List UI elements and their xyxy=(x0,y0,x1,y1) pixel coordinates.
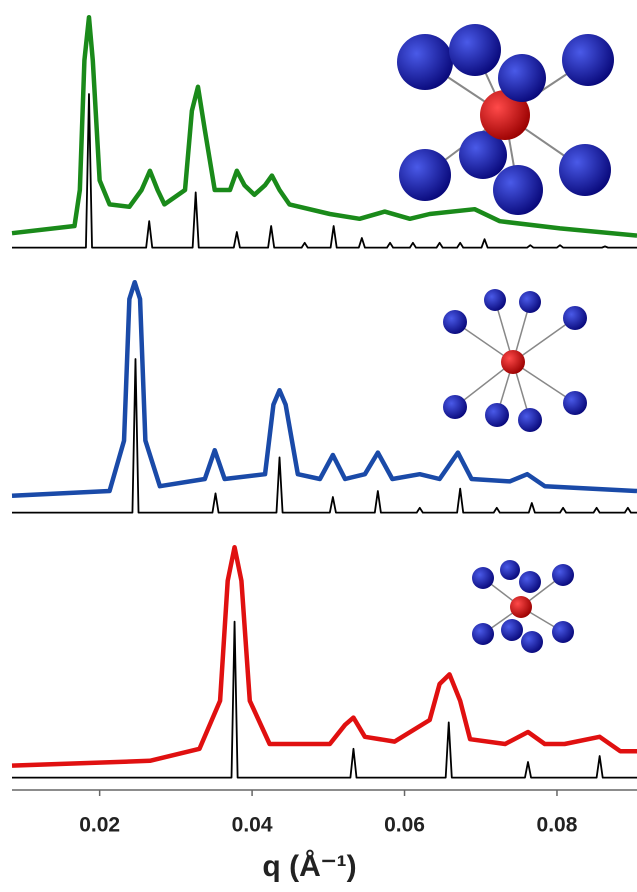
inset-small xyxy=(472,560,574,653)
model-curve xyxy=(12,620,637,779)
inset-medium xyxy=(443,289,587,432)
model-curve xyxy=(12,93,637,249)
measured-curve xyxy=(11,279,637,499)
inset-large xyxy=(397,24,614,215)
x-tick-label: 0.02 xyxy=(79,814,120,837)
x-tick-label: 0.06 xyxy=(384,814,425,837)
measured-curve xyxy=(11,544,637,768)
x-tick-label: 0.08 xyxy=(537,814,578,837)
measured-curve xyxy=(11,14,637,238)
model-curve xyxy=(12,358,637,514)
x-tick-label: 0.04 xyxy=(232,814,273,837)
x-axis-title: q (Å⁻¹) xyxy=(262,850,356,883)
